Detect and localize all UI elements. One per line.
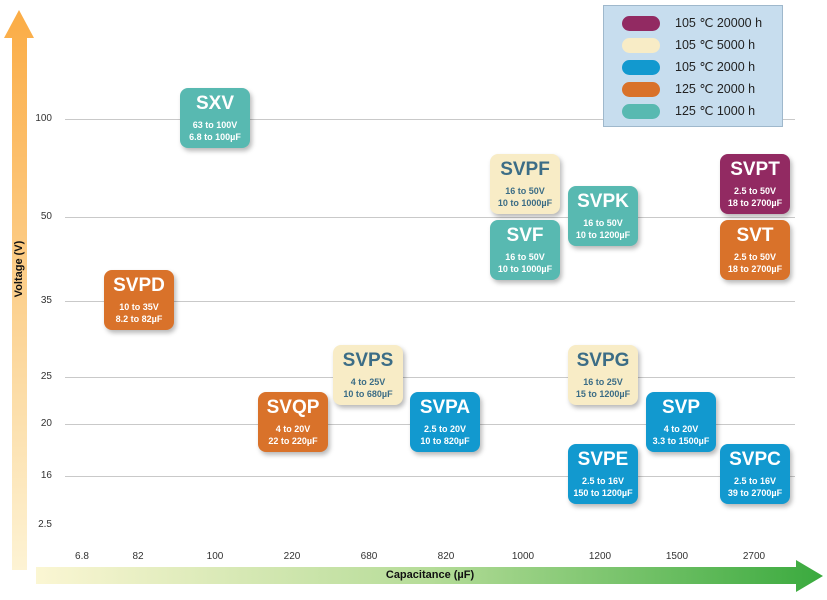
series-capacitance: 39 to 2700µF xyxy=(727,488,783,498)
gridline-25 xyxy=(65,377,795,378)
series-box-svpc: SVPC 2.5 to 16V 39 to 2700µF xyxy=(720,444,790,504)
series-name: SVPG xyxy=(576,350,630,371)
x-tick: 1200 xyxy=(588,551,612,562)
gridline-16 xyxy=(65,476,795,477)
legend-label: 105 ℃ 2000 h xyxy=(675,60,756,74)
series-capacitance: 18 to 2700µF xyxy=(727,198,783,208)
y-tick: 20 xyxy=(40,418,52,429)
series-box-svpk: SVPK 16 to 50V 10 to 1200µF xyxy=(568,186,638,246)
legend-swatch xyxy=(622,60,660,75)
x-tick: 6.8 xyxy=(75,551,89,562)
series-box-svqp: SVQP 4 to 20V 22 to 220µF xyxy=(258,392,328,452)
series-capacitance: 15 to 1200µF xyxy=(575,389,631,399)
legend-swatch xyxy=(622,38,660,53)
series-box-svpt: SVPT 2.5 to 50V 18 to 2700µF xyxy=(720,154,790,214)
series-box-svpg: SVPG 16 to 25V 15 to 1200µF xyxy=(568,345,638,405)
x-axis-arrow xyxy=(36,560,823,592)
y-tick: 2.5 xyxy=(38,519,52,530)
series-capacitance: 10 to 680µF xyxy=(343,389,393,399)
y-tick: 25 xyxy=(40,371,52,382)
series-capacitance: 10 to 1000µF xyxy=(497,198,553,208)
legend-label: 105 ℃ 5000 h xyxy=(675,38,756,52)
series-name: SVT xyxy=(736,225,774,246)
x-tick: 1000 xyxy=(511,551,535,562)
series-capacitance: 3.3 to 1500µF xyxy=(652,436,710,446)
series-name: SVF xyxy=(506,225,544,246)
series-name: SVPT xyxy=(730,159,780,180)
legend-label: 125 ℃ 1000 h xyxy=(675,104,756,118)
y-axis-arrow xyxy=(4,10,34,570)
series-name: SVPK xyxy=(577,191,629,212)
series-capacitance: 10 to 1000µF xyxy=(497,264,553,274)
series-capacitance: 150 to 1200µF xyxy=(573,488,633,498)
x-tick: 100 xyxy=(206,551,224,562)
series-voltage: 2.5 to 16V xyxy=(733,476,777,486)
series-capacitance: 22 to 220µF xyxy=(268,436,318,446)
series-voltage: 16 to 50V xyxy=(583,218,623,228)
series-voltage: 16 to 25V xyxy=(583,377,623,387)
gridline-50 xyxy=(65,217,795,218)
gridline-35 xyxy=(65,301,795,302)
series-box-svpe: SVPE 2.5 to 16V 150 to 1200µF xyxy=(568,444,638,504)
legend: 105 ℃ 20000 h 105 ℃ 5000 h 105 ℃ 2000 h … xyxy=(603,5,783,127)
series-name: SXV xyxy=(195,93,235,114)
legend-swatch xyxy=(622,16,660,31)
series-name: SVP xyxy=(661,397,701,418)
gridline-100 xyxy=(65,119,795,120)
series-voltage: 16 to 50V xyxy=(505,252,545,262)
x-tick: 820 xyxy=(437,551,455,562)
series-voltage: 4 to 20V xyxy=(275,424,311,434)
series-box-svpd: SVPD 10 to 35V 8.2 to 82µF xyxy=(104,270,174,330)
series-box-svt: SVT 2.5 to 50V 18 to 2700µF xyxy=(720,220,790,280)
series-name: SVPS xyxy=(342,350,394,371)
series-voltage: 4 to 25V xyxy=(350,377,386,387)
series-voltage: 10 to 35V xyxy=(119,302,159,312)
series-voltage: 2.5 to 50V xyxy=(733,252,777,262)
y-axis-label: Voltage (V) xyxy=(13,240,25,298)
legend-swatch xyxy=(622,82,660,97)
series-capacitance: 6.8 to 100µF xyxy=(189,132,241,142)
series-box-svp: SVP 4 to 20V 3.3 to 1500µF xyxy=(646,392,716,452)
y-tick: 100 xyxy=(35,113,52,124)
x-tick: 680 xyxy=(360,551,378,562)
y-tick: 16 xyxy=(40,470,52,481)
series-box-svps: SVPS 4 to 25V 10 to 680µF xyxy=(333,345,403,405)
x-tick: 2700 xyxy=(742,551,766,562)
series-box-sxv: SXV 63 to 100V 6.8 to 100µF xyxy=(180,88,250,148)
y-tick: 50 xyxy=(40,211,52,222)
legend-swatch xyxy=(622,104,660,119)
x-tick: 82 xyxy=(132,551,144,562)
series-voltage: 16 to 50V xyxy=(505,186,545,196)
x-tick: 220 xyxy=(283,551,301,562)
series-name: SVPD xyxy=(113,275,165,296)
series-name: SVPC xyxy=(729,449,781,470)
y-tick: 35 xyxy=(40,295,52,306)
series-name: SVQP xyxy=(266,397,320,418)
series-voltage: 2.5 to 20V xyxy=(423,424,467,434)
legend-label: 105 ℃ 20000 h xyxy=(675,16,763,30)
series-capacitance: 10 to 1200µF xyxy=(575,230,631,240)
series-voltage: 63 to 100V xyxy=(192,120,238,130)
series-capacitance: 8.2 to 82µF xyxy=(115,314,163,324)
series-capacitance: 18 to 2700µF xyxy=(727,264,783,274)
x-axis-label: Capacitance (µF) xyxy=(385,569,475,581)
series-voltage: 2.5 to 16V xyxy=(581,476,625,486)
series-name: SVPF xyxy=(500,159,550,180)
x-tick: 1500 xyxy=(665,551,689,562)
series-name: SVPE xyxy=(577,449,629,470)
series-box-svpf: SVPF 16 to 50V 10 to 1000µF xyxy=(490,154,560,214)
series-name: SVPA xyxy=(419,397,471,418)
series-box-svpa: SVPA 2.5 to 20V 10 to 820µF xyxy=(410,392,480,452)
series-voltage: 2.5 to 50V xyxy=(733,186,777,196)
legend-label: 125 ℃ 2000 h xyxy=(675,82,756,96)
series-box-svf: SVF 16 to 50V 10 to 1000µF xyxy=(490,220,560,280)
series-capacitance: 10 to 820µF xyxy=(420,436,470,446)
series-voltage: 4 to 20V xyxy=(663,424,699,434)
